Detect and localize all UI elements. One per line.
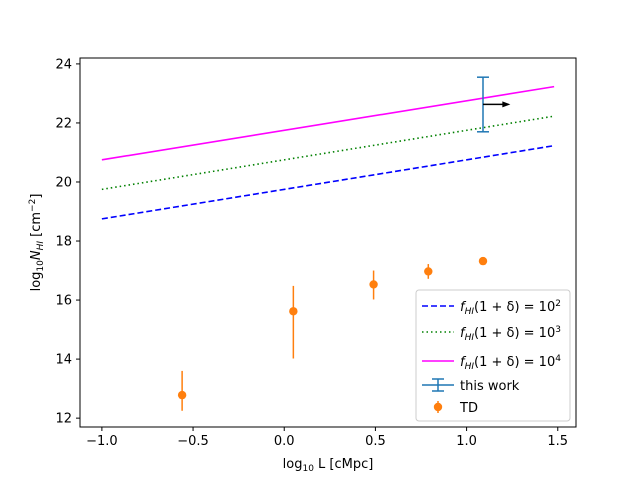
legend-label: fHI(1 + δ) = 102 (460, 299, 561, 317)
series-line-1 (101, 144, 555, 220)
limit-arrow-head (502, 101, 511, 108)
y-tick-label: 18 (55, 235, 72, 250)
data-marker (289, 307, 298, 316)
plot-lines (101, 85, 555, 220)
x-tick-label: 0.0 (274, 434, 295, 449)
this-work-point-1 (477, 76, 511, 133)
x-axis-label-sub: 10 (302, 464, 314, 474)
legend-handle-marker (433, 402, 443, 412)
y-axis-label: log10NHI [cm−2] (28, 194, 46, 292)
y-tick-label: 24 (55, 57, 72, 72)
x-axis-label: log10 L [cMpc] (283, 457, 374, 474)
y-axis-label-post: [cm (29, 212, 44, 241)
td-point-4 (424, 264, 433, 279)
data-marker (177, 390, 187, 400)
x-tick-label: −1.0 (86, 434, 118, 449)
data-marker (369, 280, 378, 289)
y-axis-label-pre: log (29, 272, 44, 292)
axes-frame (79, 57, 577, 428)
data-marker (478, 256, 488, 266)
y-axis-label-sup: −2 (28, 199, 38, 212)
y-axis-label-sub: 10 (36, 260, 46, 272)
y-tick-label: 16 (55, 294, 72, 309)
y-axis-ticks: 12 14 16 18 20 22 24 (55, 57, 80, 427)
y-tick-label: 20 (55, 175, 72, 190)
y-tick-label: 22 (55, 116, 72, 131)
y-axis-label-end: ] (29, 194, 44, 199)
x-tick-label: 1.5 (547, 434, 568, 449)
td-point-3 (369, 270, 378, 300)
legend-label: this work (460, 379, 520, 394)
td-point-2 (289, 285, 298, 359)
y-axis-label-isub: HI (36, 241, 46, 251)
legend-label: fHI(1 + δ) = 103 (460, 325, 561, 343)
td-point-5 (478, 256, 488, 266)
x-axis-label-post: L [cMpc] (314, 457, 373, 472)
x-axis-ticks: −1.0 −0.5 0.0 0.5 1.0 1.5 (86, 427, 568, 449)
plot-errorbars (177, 76, 511, 411)
x-tick-label: 1.0 (456, 434, 477, 449)
td-point-1 (177, 370, 187, 411)
data-marker (424, 267, 433, 276)
y-tick-label: 14 (55, 353, 72, 368)
legend: fHI(1 + δ) = 102 fHI(1 + δ) = 103 fHI(1 + … (415, 289, 571, 422)
y-axis-label-italic: N (29, 250, 44, 260)
legend-box (415, 289, 571, 422)
x-tick-label: 0.5 (365, 434, 386, 449)
x-tick-label: −0.5 (177, 434, 209, 449)
legend-label: TD (459, 401, 478, 416)
legend-label: fHI(1 + δ) = 104 (460, 354, 561, 372)
series-line-3 (101, 85, 555, 161)
y-tick-label: 12 (55, 412, 72, 427)
x-axis-label-pre: log (283, 457, 303, 472)
